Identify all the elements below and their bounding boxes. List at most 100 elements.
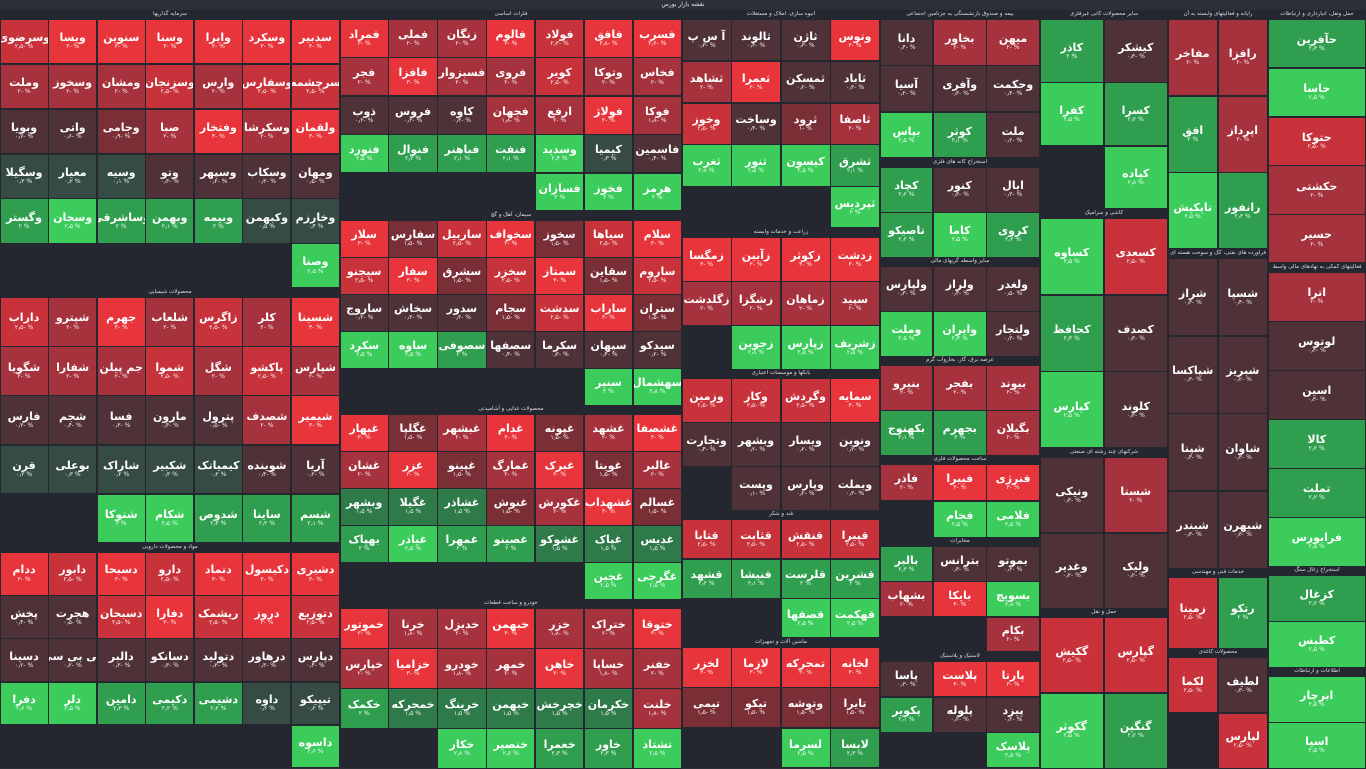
symbol-tile[interactable]: غصینو۲ % <box>486 525 535 563</box>
symbol-tile[interactable]: میهن۲- % <box>986 19 1040 66</box>
symbol-tile[interactable]: کطبس۲٫۵ % <box>1268 621 1366 668</box>
symbol-tile[interactable]: وگردش۲٫۵- % <box>781 378 831 423</box>
symbol-tile[interactable]: فافق۲٫۸- % <box>584 19 633 58</box>
symbol-tile[interactable]: بجهرم۲ % <box>933 410 987 456</box>
symbol-tile[interactable]: زدشت۳- % <box>830 237 880 282</box>
symbol-tile[interactable]: ثنور۲٫۵ % <box>731 144 781 186</box>
symbol-tile[interactable]: قصفها۲٫۵ % <box>781 598 831 638</box>
symbol-tile[interactable]: وبویا۰٫۷- % <box>0 109 49 154</box>
symbol-tile[interactable]: وگستر۲ % <box>0 198 49 243</box>
symbol-tile[interactable]: سنیر۳ % <box>584 368 633 406</box>
symbol-tile[interactable]: بنیرو۲- % <box>880 365 934 411</box>
symbol-tile[interactable]: غنوش۱٫۵- % <box>486 488 535 526</box>
symbol-tile[interactable]: لکما۲٫۵- % <box>1168 657 1219 713</box>
symbol-tile[interactable]: واتی۰٫۶- % <box>48 109 97 154</box>
symbol-tile[interactable]: بگیلان۲- % <box>986 410 1040 456</box>
symbol-tile[interactable]: وسفارس۲٫۵- % <box>242 64 291 109</box>
symbol-tile[interactable]: فباهنر۲٫۱ % <box>437 134 486 173</box>
symbol-tile[interactable]: غشان۲- % <box>340 451 389 489</box>
symbol-tile[interactable]: سصفها۰٫۴- % <box>486 331 535 369</box>
symbol-tile[interactable]: خمهر۲- % <box>486 648 535 689</box>
symbol-tile[interactable]: سدشت۲٫۵- % <box>535 294 584 332</box>
symbol-tile[interactable]: بوعلی۰٫۳ % <box>48 445 97 495</box>
symbol-tile[interactable]: فروی۲- % <box>486 57 535 96</box>
symbol-tile[interactable]: لطیف۰٫۳- % <box>1218 657 1269 713</box>
symbol-tile[interactable]: وبشهر۱٫۵ % <box>340 488 389 526</box>
symbol-tile[interactable]: سمتاز۳- % <box>535 257 584 295</box>
symbol-tile[interactable]: سفارس۱٫۵- % <box>388 220 437 258</box>
symbol-tile[interactable]: کچاد۲٫۲ % <box>880 167 934 213</box>
symbol-tile[interactable]: وارس۲- % <box>194 64 243 109</box>
symbol-tile[interactable]: ریشمک۲٫۵- % <box>194 595 243 639</box>
symbol-tile[interactable]: غزر۳- % <box>388 451 437 489</box>
symbol-tile[interactable]: جهرم۳- % <box>97 297 146 347</box>
symbol-tile[interactable]: سنوین۳- % <box>97 19 146 64</box>
symbol-tile[interactable]: دارو۲٫۵- % <box>145 552 194 596</box>
symbol-tile[interactable]: غسالم۱٫۵- % <box>633 488 682 526</box>
symbol-tile[interactable]: ثغرب۲٫۸ % <box>682 144 732 186</box>
symbol-tile[interactable]: پلاسک۲٫۵ % <box>986 732 1040 768</box>
symbol-tile[interactable]: قثابت۲٫۵- % <box>731 519 781 559</box>
symbol-tile[interactable]: قنیشا۲٫۱ % <box>731 559 781 599</box>
symbol-tile[interactable]: وبملت۰٫۳- % <box>830 466 880 511</box>
symbol-tile[interactable]: وبشهر۰٫۲- % <box>731 422 781 467</box>
symbol-tile[interactable]: گپارس۲٫۵- % <box>1104 617 1169 693</box>
symbol-tile[interactable]: غالبر۲- % <box>633 451 682 489</box>
symbol-tile[interactable]: فجهان۱٫۸- % <box>486 96 535 135</box>
symbol-tile[interactable]: خدیزل۲- % <box>437 608 486 649</box>
symbol-tile[interactable]: غکورش۲- % <box>535 488 584 526</box>
symbol-tile[interactable]: وکار۲٫۵- % <box>731 378 781 423</box>
symbol-tile[interactable]: ثاژن۰٫۳- % <box>781 19 831 61</box>
symbol-tile[interactable]: قتابا۲٫۵- % <box>682 519 732 559</box>
symbol-tile[interactable]: قهکمت۲٫۵ % <box>830 598 880 638</box>
symbol-tile[interactable]: شگل۲- % <box>194 346 243 396</box>
symbol-tile[interactable]: تاصیکو۲٫۲ % <box>880 212 934 258</box>
symbol-tile[interactable]: پاسا۰٫۳- % <box>880 661 934 697</box>
symbol-tile[interactable]: شسینا۳- % <box>291 297 340 347</box>
symbol-tile[interactable]: ونیکی۰٫۳- % <box>1040 457 1105 533</box>
symbol-tile[interactable]: وایرا۳- % <box>194 19 243 64</box>
symbol-tile[interactable]: شسپا۰٫۴- % <box>1218 258 1269 336</box>
symbol-tile[interactable]: حآفرین۲٫۳ % <box>1268 19 1366 68</box>
symbol-tile[interactable]: ساروم۲٫۵- % <box>633 257 682 295</box>
symbol-tile[interactable]: سیاها۲٫۵- % <box>584 220 633 258</box>
symbol-tile[interactable]: سقاین۱٫۵- % <box>584 257 633 295</box>
symbol-tile[interactable]: فنوال۲٫۳ % <box>388 134 437 173</box>
symbol-tile[interactable]: مفاخر۲- % <box>1168 19 1219 96</box>
symbol-tile[interactable]: شپارس۲- % <box>291 346 340 396</box>
symbol-tile[interactable]: وکبهمن۰٫۵ % <box>242 198 291 243</box>
symbol-tile[interactable]: دابور۲٫۵- % <box>48 552 97 596</box>
symbol-tile[interactable]: قرن۰٫۲ % <box>0 445 49 495</box>
symbol-tile[interactable]: ولراز۰٫۴- % <box>933 266 987 312</box>
symbol-tile[interactable]: وسکاب۰٫۳- % <box>242 154 291 199</box>
symbol-tile[interactable]: وسگیلا۰٫۳ % <box>0 154 49 199</box>
symbol-tile[interactable]: فخوز۳ % <box>584 173 633 212</box>
symbol-tile[interactable]: خبهمن۳- % <box>486 608 535 649</box>
symbol-tile[interactable]: سلار۳- % <box>340 220 389 258</box>
symbol-tile[interactable]: تمحرکه۳- % <box>781 647 831 688</box>
symbol-tile[interactable]: دکیمی۲٫۲ % <box>145 682 194 726</box>
symbol-tile[interactable]: خپارس۲- % <box>340 648 389 689</box>
symbol-tile[interactable]: معیار۰٫۲ % <box>48 154 97 199</box>
symbol-tile[interactable]: غپاک۱٫۵ % <box>584 525 633 563</box>
symbol-tile[interactable]: سدور۰٫۳- % <box>437 294 486 332</box>
symbol-tile[interactable]: پلوله۰٫۲- % <box>933 697 987 733</box>
symbol-tile[interactable]: فنورد۲٫۵ % <box>340 134 389 173</box>
symbol-tile[interactable]: وبیمه۲ % <box>194 198 243 243</box>
symbol-tile[interactable]: فسازان۳ % <box>535 173 584 212</box>
symbol-tile[interactable]: شبندر۰٫۳- % <box>1168 491 1219 569</box>
symbol-tile[interactable]: کالا۲٫۲ % <box>1268 419 1366 469</box>
symbol-tile[interactable]: بایکا۳- % <box>933 581 987 617</box>
symbol-tile[interactable]: ویسار۰٫۲- % <box>781 422 831 467</box>
symbol-tile[interactable]: سکرد۲٫۵ % <box>340 331 389 369</box>
symbol-tile[interactable]: حتوکا۲٫۵- % <box>1268 117 1366 166</box>
symbol-tile[interactable]: قشرین۲ % <box>830 559 880 599</box>
symbol-tile[interactable]: وسنا۳- % <box>145 19 194 64</box>
symbol-tile[interactable]: کوثر۲٫۱ % <box>933 112 987 159</box>
symbol-tile[interactable]: فالوم۳- % <box>486 19 535 58</box>
symbol-tile[interactable]: ختوقا۳- % <box>633 608 682 649</box>
symbol-tile[interactable]: غدام۳- % <box>486 414 535 452</box>
symbol-tile[interactable]: بسویچ۲٫۸ % <box>986 581 1040 617</box>
symbol-tile[interactable]: کپارس۲٫۵ % <box>1040 371 1105 448</box>
symbol-tile[interactable]: دشیری۳- % <box>291 552 340 596</box>
